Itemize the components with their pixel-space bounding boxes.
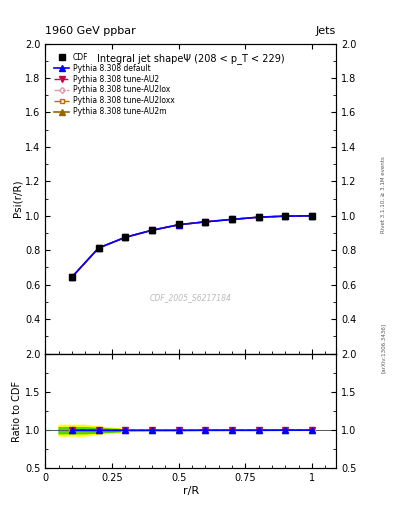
Pythia 8.308 tune-AU2 (283, 213, 288, 219)
Line: Pythia 8.308 default: Pythia 8.308 default (69, 213, 315, 280)
Text: Integral jet shapeΨ (208 < p_T < 229): Integral jet shapeΨ (208 < p_T < 229) (97, 53, 285, 63)
Pythia 8.308 tune-AU2loxx (176, 222, 181, 228)
Pythia 8.308 tune-AU2loxx (70, 274, 74, 280)
Pythia 8.308 tune-AU2loxx (283, 213, 288, 219)
CDF (203, 219, 208, 225)
Pythia 8.308 default (283, 213, 288, 219)
Pythia 8.308 tune-AU2m (150, 227, 154, 233)
Pythia 8.308 tune-AU2loxx (123, 234, 128, 241)
Pythia 8.308 tune-AU2m (96, 245, 101, 251)
Line: CDF: CDF (68, 212, 316, 281)
Pythia 8.308 tune-AU2loxx (230, 217, 234, 223)
Pythia 8.308 tune-AU2loxx (310, 212, 314, 219)
Pythia 8.308 tune-AU2m (230, 217, 234, 223)
Pythia 8.308 tune-AU2 (96, 245, 101, 251)
CDF (176, 221, 181, 227)
Pythia 8.308 default (203, 219, 208, 225)
Legend: CDF, Pythia 8.308 default, Pythia 8.308 tune-AU2, Pythia 8.308 tune-AU2lox, Pyth: CDF, Pythia 8.308 default, Pythia 8.308 … (52, 51, 176, 119)
CDF (96, 245, 101, 251)
Line: Pythia 8.308 tune-AU2loxx: Pythia 8.308 tune-AU2loxx (70, 214, 314, 279)
Pythia 8.308 default (176, 222, 181, 228)
Pythia 8.308 tune-AU2lox (256, 214, 261, 220)
Pythia 8.308 tune-AU2 (310, 212, 314, 219)
Pythia 8.308 tune-AU2 (230, 217, 234, 223)
Pythia 8.308 default (230, 217, 234, 223)
Pythia 8.308 tune-AU2 (176, 222, 181, 228)
Pythia 8.308 tune-AU2lox (123, 234, 128, 241)
X-axis label: r/R: r/R (182, 486, 199, 496)
Pythia 8.308 tune-AU2lox (203, 219, 208, 225)
Line: Pythia 8.308 tune-AU2lox: Pythia 8.308 tune-AU2lox (70, 214, 314, 279)
Line: Pythia 8.308 tune-AU2m: Pythia 8.308 tune-AU2m (69, 213, 315, 280)
Pythia 8.308 default (123, 234, 128, 241)
CDF (283, 213, 288, 219)
Pythia 8.308 tune-AU2loxx (150, 227, 154, 233)
Text: Jets: Jets (316, 26, 336, 36)
Pythia 8.308 default (256, 214, 261, 220)
Text: Rivet 3.1.10, ≥ 3.1M events: Rivet 3.1.10, ≥ 3.1M events (381, 156, 386, 233)
Pythia 8.308 tune-AU2m (176, 222, 181, 228)
Pythia 8.308 tune-AU2m (123, 234, 128, 241)
CDF (230, 216, 234, 222)
CDF (70, 274, 74, 280)
Pythia 8.308 tune-AU2loxx (256, 214, 261, 220)
Text: [arXiv:1306.3436]: [arXiv:1306.3436] (381, 323, 386, 373)
Y-axis label: Psi(r/R): Psi(r/R) (12, 180, 22, 218)
CDF (256, 214, 261, 220)
Pythia 8.308 tune-AU2lox (310, 212, 314, 219)
Pythia 8.308 tune-AU2 (70, 274, 74, 280)
Pythia 8.308 tune-AU2 (150, 227, 154, 233)
CDF (123, 234, 128, 240)
Pythia 8.308 tune-AU2lox (150, 227, 154, 233)
Pythia 8.308 default (150, 227, 154, 233)
Pythia 8.308 tune-AU2lox (283, 213, 288, 219)
Text: 1960 GeV ppbar: 1960 GeV ppbar (45, 26, 136, 36)
Pythia 8.308 tune-AU2m (256, 214, 261, 220)
CDF (310, 212, 314, 219)
Pythia 8.308 tune-AU2lox (96, 245, 101, 251)
Pythia 8.308 tune-AU2lox (176, 222, 181, 228)
CDF (150, 227, 154, 233)
Pythia 8.308 tune-AU2m (310, 212, 314, 219)
Pythia 8.308 tune-AU2lox (230, 217, 234, 223)
Text: CDF_2005_S6217184: CDF_2005_S6217184 (150, 293, 231, 302)
Pythia 8.308 tune-AU2m (203, 219, 208, 225)
Pythia 8.308 default (96, 245, 101, 251)
Pythia 8.308 tune-AU2 (123, 234, 128, 241)
Pythia 8.308 tune-AU2m (283, 213, 288, 219)
Pythia 8.308 tune-AU2m (70, 274, 74, 280)
Y-axis label: Ratio to CDF: Ratio to CDF (12, 380, 22, 442)
Line: Pythia 8.308 tune-AU2: Pythia 8.308 tune-AU2 (69, 213, 315, 280)
Pythia 8.308 default (70, 274, 74, 280)
Pythia 8.308 tune-AU2lox (70, 274, 74, 280)
Pythia 8.308 tune-AU2 (256, 214, 261, 220)
Pythia 8.308 tune-AU2loxx (203, 219, 208, 225)
Pythia 8.308 default (310, 212, 314, 219)
Pythia 8.308 tune-AU2loxx (96, 245, 101, 251)
Pythia 8.308 tune-AU2 (203, 219, 208, 225)
